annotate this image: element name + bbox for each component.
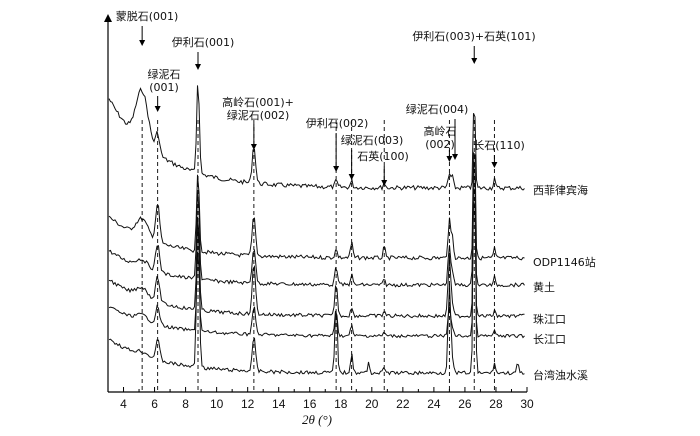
trace-west-philippine-sea	[108, 85, 525, 192]
peak-label-line: (001)	[149, 81, 179, 94]
peak-arrow-head	[139, 40, 146, 46]
x-tick-label: 16	[303, 397, 317, 411]
peak-label-line: 蒙脱石(001)	[116, 9, 179, 23]
peak-label: 绿泥石(001)	[148, 67, 181, 94]
peak-label-line: 高岭石	[424, 124, 457, 138]
series-label: 长江口	[533, 333, 566, 346]
peak-label-line: 绿泥石(003)	[341, 133, 404, 147]
peak-label: 伊利石(001)	[172, 36, 235, 49]
peak-arrow-head	[452, 154, 458, 160]
trace-pearl-river-mouth	[108, 187, 525, 319]
peak-label: 长石(110)	[473, 139, 525, 152]
peak-arrow-head	[348, 174, 355, 180]
x-tick-label: 12	[241, 397, 255, 411]
x-tick-label: 26	[458, 397, 472, 411]
trace-odp1146	[108, 151, 525, 261]
x-ticks: 4 6 8 10 12 14 16 18 20 22 24 26 28 30	[107, 387, 534, 411]
peak-label: 高岭石(002)	[424, 124, 457, 151]
x-tick-label: 24	[427, 397, 441, 411]
peak-label-line: 高岭石(001)+	[222, 95, 294, 109]
axes-group	[104, 14, 527, 393]
peak-label-line: 长石(110)	[473, 139, 525, 152]
peak-label-line: 伊利石(002)	[306, 117, 369, 130]
trace-loess	[108, 163, 525, 288]
peak-arrow-head	[471, 58, 478, 64]
x-tick-label: 20	[365, 397, 379, 411]
peak-label-line: (002)	[425, 138, 455, 151]
series-label: 西菲律宾海	[533, 183, 588, 197]
peak-label: 绿泥石(003)	[341, 133, 404, 147]
peak-arrow-head	[446, 156, 453, 162]
peak-arrow-head	[154, 106, 161, 112]
x-tick-label: 10	[210, 397, 224, 411]
peak-label-line: 伊利石(001)	[172, 36, 235, 49]
peak-label: 蒙脱石(001)	[116, 9, 179, 23]
peak-label-line: 绿泥石(004)	[406, 102, 469, 116]
x-tick-label: 28	[489, 397, 503, 411]
traces-group	[108, 85, 525, 376]
peak-arrow-head	[250, 144, 257, 150]
peak-arrow-head	[195, 64, 202, 70]
series-label: 台湾浊水溪	[533, 368, 588, 382]
peak-label-line: 绿泥石	[148, 67, 181, 81]
series-label: 黄土	[533, 280, 555, 294]
peak-label-line: 绿泥石(002)	[227, 108, 290, 122]
series-label: ODP1146站	[533, 255, 596, 269]
peak-label: 石英(100)	[357, 149, 409, 163]
series-label: 珠江口	[533, 312, 566, 326]
peak-arrow-head	[333, 166, 340, 172]
peak-label-line: 伊利石(003)+石英(101)	[412, 29, 535, 43]
peak-label-line: 石英(100)	[357, 149, 409, 163]
trace-yangtze-mouth	[108, 201, 525, 339]
peak-arrow-head	[491, 162, 498, 168]
x-tick-label: 8	[182, 397, 189, 411]
peak-label: 伊利石(003)+石英(101)	[412, 29, 535, 43]
x-tick-label: 18	[334, 397, 348, 411]
y-axis-arrow	[104, 14, 112, 22]
peak-markers: 蒙脱石(001)绿泥石(001)伊利石(001)高岭石(001)+绿泥石(002…	[116, 9, 536, 186]
peak-arrow-head	[381, 180, 388, 186]
x-tick-label: 14	[272, 397, 286, 411]
peak-label: 高岭石(001)+绿泥石(002)	[222, 95, 294, 122]
trace-zhuoshui-river	[108, 160, 525, 376]
x-tick-label: 30	[520, 397, 534, 411]
peak-label: 伊利石(002)	[306, 117, 369, 130]
x-axis-title: 2θ (°)	[302, 412, 332, 427]
x-tick-label: 22	[396, 397, 410, 411]
peak-label: 绿泥石(004)	[406, 102, 469, 116]
x-tick-label: 6	[151, 397, 158, 411]
x-tick-label: 4	[120, 397, 127, 411]
